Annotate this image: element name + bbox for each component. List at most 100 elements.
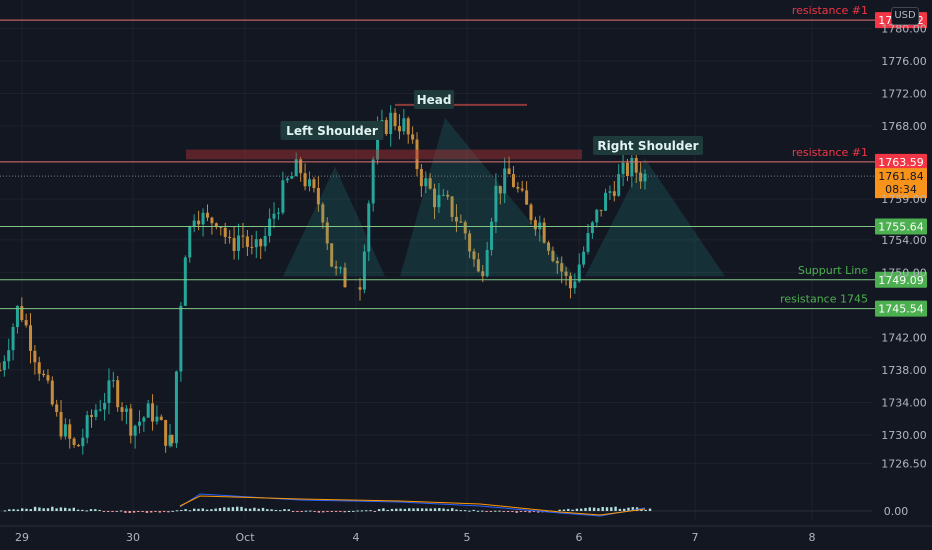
osc-bar bbox=[601, 506, 604, 511]
candle-body bbox=[250, 246, 254, 248]
current-price-value: 1761.84 bbox=[878, 170, 924, 183]
candle-body bbox=[50, 380, 54, 405]
candle-body bbox=[228, 236, 232, 239]
osc-bar bbox=[261, 507, 265, 511]
candle-body bbox=[68, 424, 72, 439]
candle-body bbox=[11, 327, 15, 351]
osc-bar bbox=[399, 508, 402, 511]
osc-bar bbox=[605, 507, 609, 511]
osc-bar bbox=[137, 511, 140, 512]
osc-bar bbox=[369, 510, 372, 512]
osc-bar bbox=[12, 509, 15, 511]
osc-bar bbox=[291, 511, 295, 512]
head-triangle bbox=[400, 117, 575, 277]
osc-bar bbox=[631, 507, 634, 511]
candle-body bbox=[639, 172, 643, 182]
candle-body bbox=[223, 227, 227, 237]
osc-bar bbox=[145, 511, 149, 513]
candle-body bbox=[463, 222, 467, 234]
price-tick: 1750.00 bbox=[881, 266, 927, 279]
candle-body bbox=[183, 257, 187, 306]
osc-bar bbox=[347, 510, 351, 512]
candle-body bbox=[459, 221, 463, 223]
candle-body bbox=[103, 403, 107, 410]
osc-bar bbox=[339, 511, 342, 512]
candle-body bbox=[590, 222, 594, 234]
candle-body bbox=[205, 212, 209, 218]
osc-bar bbox=[322, 511, 325, 513]
osc-bar bbox=[102, 511, 106, 512]
osc-bar bbox=[158, 511, 161, 513]
candle-body bbox=[42, 373, 46, 376]
candle-body bbox=[630, 157, 634, 177]
candle-body bbox=[507, 168, 511, 175]
osc-bar bbox=[451, 508, 454, 511]
candle-body bbox=[98, 409, 102, 411]
osc-bar bbox=[468, 510, 471, 512]
osc-bar bbox=[390, 508, 394, 511]
candle-body bbox=[608, 191, 612, 193]
candle-body bbox=[290, 175, 294, 179]
candle-body bbox=[179, 305, 183, 372]
candle-body bbox=[90, 415, 94, 417]
candle-body bbox=[339, 267, 343, 269]
osc-bar bbox=[640, 509, 643, 511]
currency-button[interactable]: USD bbox=[891, 7, 919, 25]
candle-body bbox=[142, 417, 146, 422]
osc-bar bbox=[162, 511, 166, 512]
candle-body bbox=[551, 250, 555, 262]
oscillator-tick: 0.00 bbox=[884, 505, 909, 518]
osc-bar bbox=[463, 510, 467, 512]
price-tag-label-sup_line: 1749.09 bbox=[878, 274, 924, 287]
osc-bar bbox=[330, 511, 333, 512]
osc-bar bbox=[8, 509, 11, 511]
time-tick: 6 bbox=[576, 531, 583, 544]
osc-bar bbox=[279, 510, 282, 512]
osc-bar bbox=[597, 508, 600, 511]
osc-bar bbox=[266, 509, 269, 511]
candle-body bbox=[555, 261, 559, 264]
price-tick: 1772.00 bbox=[881, 87, 927, 100]
osc-bar bbox=[558, 509, 561, 511]
osc-bar bbox=[107, 511, 110, 512]
osc-bar bbox=[180, 509, 183, 511]
osc-bar bbox=[498, 510, 501, 512]
candle-body bbox=[415, 139, 419, 170]
time-tick: 7 bbox=[692, 531, 699, 544]
candle-body bbox=[46, 375, 50, 381]
candle-body bbox=[174, 371, 178, 444]
candle-body bbox=[560, 263, 564, 272]
candle-body bbox=[542, 222, 546, 243]
candle-body bbox=[129, 408, 133, 436]
osc-bar bbox=[287, 509, 290, 511]
candle-body bbox=[155, 416, 159, 422]
candle-body bbox=[468, 233, 472, 252]
annotation-left-shoulder-bubble bbox=[280, 121, 384, 140]
osc-bar bbox=[476, 510, 480, 512]
osc-bar bbox=[253, 507, 256, 511]
candle-body bbox=[29, 325, 33, 351]
candle-body bbox=[259, 239, 263, 247]
osc-bar bbox=[485, 511, 488, 512]
candle-body bbox=[76, 444, 80, 447]
candle-body bbox=[63, 424, 67, 437]
osc-bar bbox=[119, 510, 123, 512]
candle-body bbox=[116, 380, 120, 408]
candle-body bbox=[617, 174, 621, 196]
candle-body bbox=[428, 178, 432, 189]
candle-body bbox=[7, 350, 11, 362]
annotation-head: Head bbox=[417, 93, 452, 107]
osc-bar bbox=[55, 508, 58, 511]
candle-body bbox=[94, 409, 98, 417]
osc-bar bbox=[580, 508, 583, 511]
osc-bar bbox=[154, 511, 157, 512]
candle-body bbox=[124, 408, 128, 412]
osc-bar bbox=[76, 509, 80, 511]
level-label-res_1745: resistance 1745 bbox=[780, 293, 868, 306]
osc-bar bbox=[38, 507, 41, 511]
candle-body bbox=[316, 188, 320, 205]
candle-body bbox=[419, 169, 423, 187]
time-tick: 29 bbox=[15, 531, 29, 544]
osc-bar bbox=[3, 510, 7, 512]
